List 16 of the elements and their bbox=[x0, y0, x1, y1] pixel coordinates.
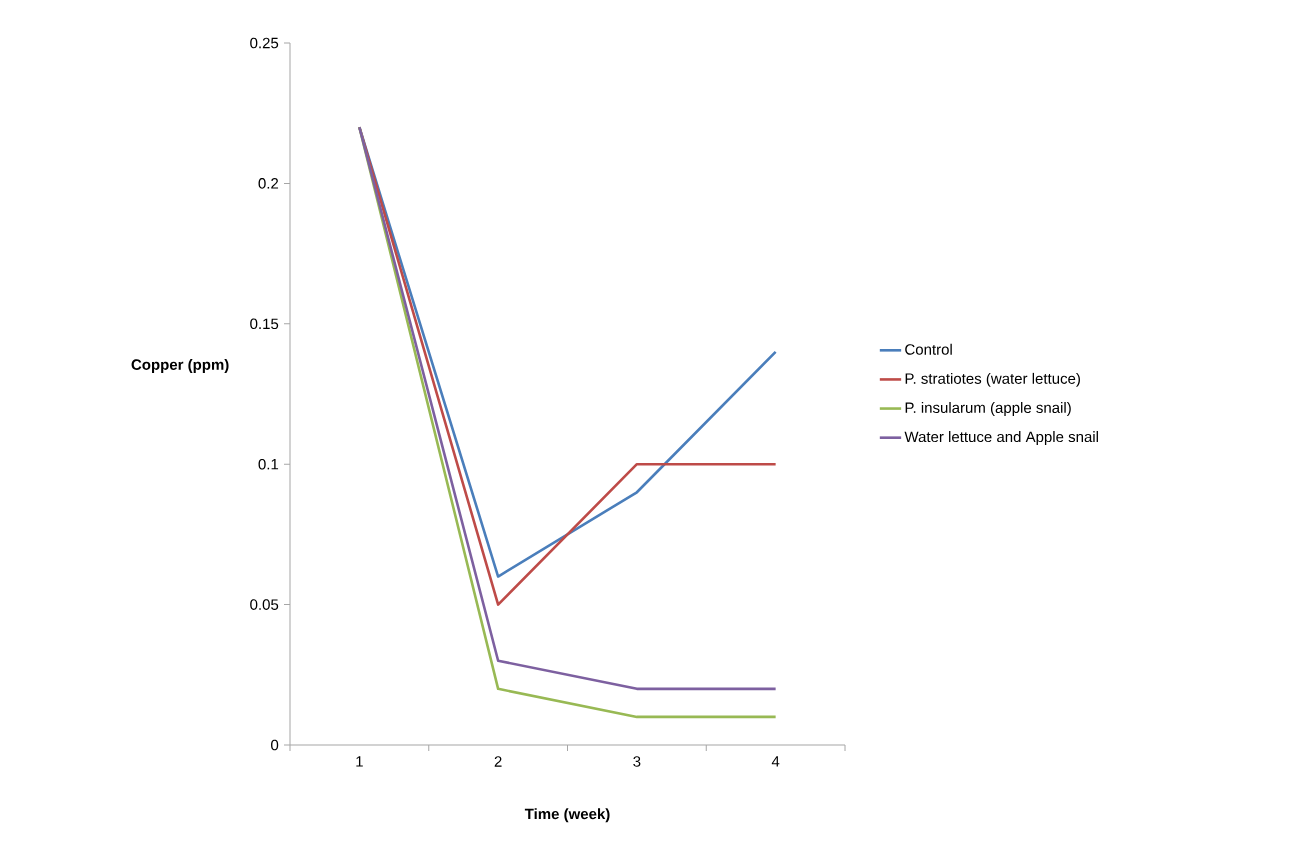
legend-label: P. insularum (apple snail) bbox=[905, 402, 1071, 416]
x-tick-label: 2 bbox=[494, 756, 502, 767]
y-tick-label: 0 bbox=[271, 739, 279, 751]
legend-label: Water lettuce and Apple snail bbox=[904, 431, 1098, 446]
y-tick-label: 0.05 bbox=[250, 599, 279, 610]
x-tick-label: 4 bbox=[771, 756, 780, 767]
legend-label: P. stratiotes (water lettuce) bbox=[905, 372, 1080, 387]
legend-label: Control bbox=[905, 343, 952, 355]
x-tick-label: 3 bbox=[633, 756, 641, 767]
y-tick-label: 0.1 bbox=[258, 458, 279, 470]
y-tick-label: 0.15 bbox=[250, 318, 279, 330]
x-tick-label: 1 bbox=[356, 756, 363, 767]
x-axis-title: Time (week) bbox=[524, 808, 610, 823]
y-tick-label: 0.25 bbox=[250, 37, 279, 49]
y-axis-title: Copper (ppm) bbox=[131, 358, 229, 373]
y-tick-label: 0.2 bbox=[258, 178, 279, 189]
